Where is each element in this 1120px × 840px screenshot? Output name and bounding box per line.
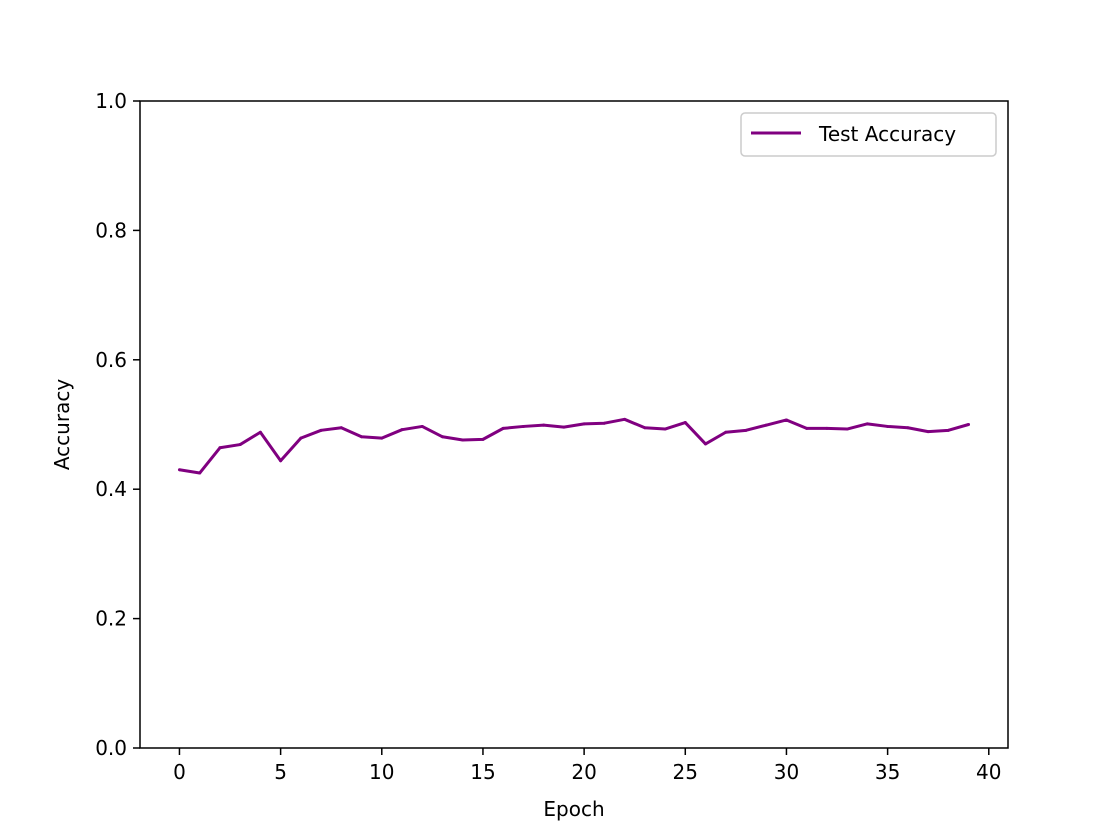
series-layer — [177, 417, 971, 475]
data-point — [258, 430, 262, 434]
x-tick-label: 30 — [774, 760, 799, 784]
x-tick-label: 20 — [571, 760, 596, 784]
data-point — [521, 424, 525, 428]
legend-frame — [740, 112, 997, 157]
y-axis-ticks: 0.0 0.2 0.4 0.6 0.8 1.0 — [95, 89, 140, 760]
x-tick-label: 10 — [369, 760, 394, 784]
data-point — [238, 443, 242, 447]
data-point — [704, 442, 708, 446]
y-tick-label: 0.8 — [95, 218, 127, 242]
data-point — [360, 435, 364, 439]
legend: Test Accuracy — [740, 112, 997, 157]
x-tick-label: 5 — [274, 760, 287, 784]
data-point — [299, 436, 303, 440]
data-point — [906, 426, 910, 430]
y-tick-label: 1.0 — [95, 89, 127, 113]
axes-frame — [139, 100, 1009, 749]
data-point — [420, 424, 424, 428]
data-point — [481, 437, 485, 441]
x-axis-label: Epoch — [543, 797, 604, 821]
data-point — [886, 424, 890, 428]
data-point — [825, 426, 829, 430]
data-point — [198, 471, 202, 475]
data-point — [400, 428, 404, 432]
data-point — [279, 459, 283, 463]
data-point — [501, 426, 505, 430]
y-tick-label: 0.4 — [95, 477, 127, 501]
data-point — [461, 438, 465, 442]
data-point — [582, 422, 586, 426]
data-point — [784, 418, 788, 422]
data-point — [339, 426, 343, 430]
data-point — [865, 422, 869, 426]
data-point — [967, 423, 971, 426]
data-point — [643, 426, 647, 430]
data-point — [177, 468, 181, 472]
y-tick-label: 0.0 — [95, 736, 127, 760]
data-point — [724, 430, 728, 434]
data-point — [845, 427, 849, 431]
x-tick-label: 40 — [976, 760, 1001, 784]
data-point — [683, 421, 687, 425]
series-line-test-accuracy — [179, 417, 969, 475]
x-axis-ticks: 0 5 10 15 20 25 30 35 40 — [173, 748, 1002, 784]
data-point — [218, 446, 222, 450]
data-point — [805, 426, 809, 430]
y-tick-label: 0.2 — [95, 607, 127, 631]
data-point — [380, 436, 384, 440]
x-tick-label: 25 — [673, 760, 698, 784]
data-point — [440, 435, 444, 439]
data-point — [764, 423, 768, 427]
data-point — [602, 421, 606, 425]
data-point — [623, 417, 627, 421]
data-point — [663, 427, 667, 431]
data-point — [319, 428, 323, 432]
x-tick-label: 35 — [875, 760, 900, 784]
data-point — [744, 428, 748, 432]
data-point — [542, 423, 546, 427]
y-axis-label: Accuracy — [50, 379, 74, 470]
data-point — [946, 428, 950, 432]
y-tick-label: 0.6 — [95, 348, 127, 372]
data-point — [562, 425, 566, 429]
x-tick-label: 0 — [173, 760, 186, 784]
x-tick-label: 15 — [470, 760, 495, 784]
legend-label: Test Accuracy — [818, 122, 956, 146]
data-point — [926, 430, 930, 434]
